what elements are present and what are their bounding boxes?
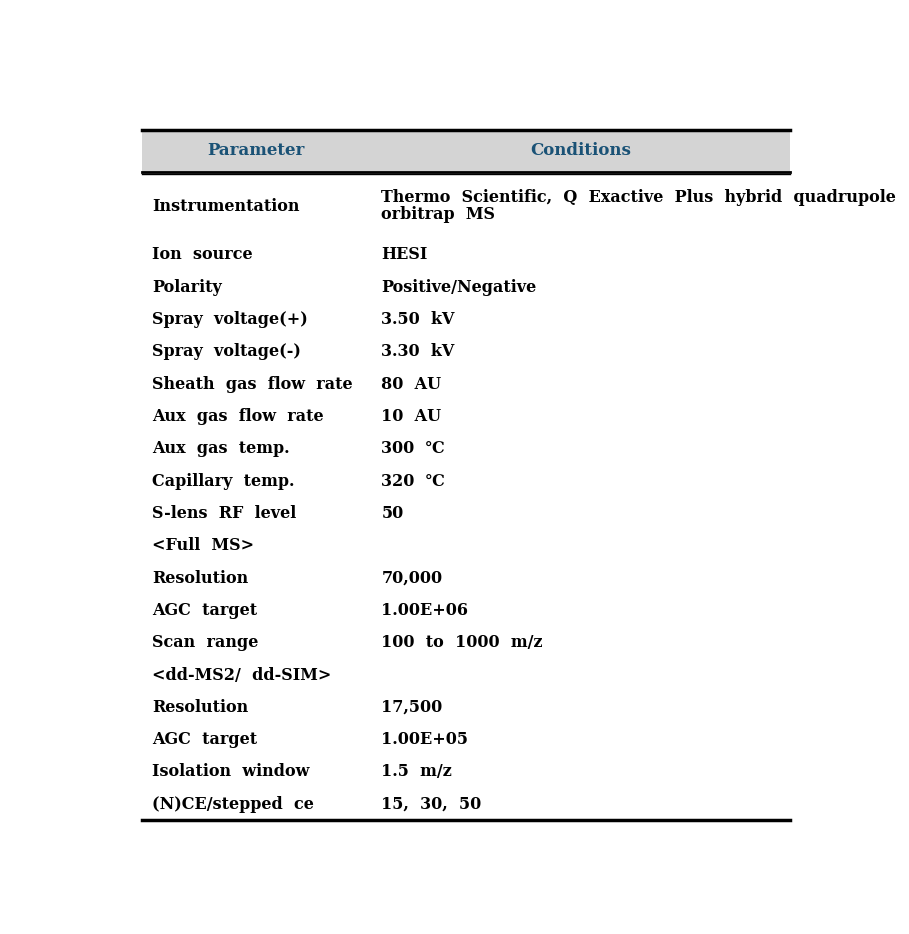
Text: AGC  target: AGC target [153, 731, 257, 748]
Text: Polarity: Polarity [153, 278, 222, 295]
Bar [142, 130, 790, 172]
Text: Spray  voltage(+): Spray voltage(+) [153, 311, 308, 328]
Text: (N)CE/stepped  ce: (N)CE/stepped ce [153, 796, 315, 813]
Text: 3.30  kV: 3.30 kV [382, 343, 454, 361]
Text: 70,000: 70,000 [382, 570, 443, 587]
Text: Conditions: Conditions [530, 142, 631, 160]
Text: Spray  voltage(-): Spray voltage(-) [153, 343, 301, 361]
Text: 10  AU: 10 AU [382, 408, 442, 425]
Text: Ion  source: Ion source [153, 247, 253, 263]
Text: 50: 50 [382, 505, 404, 522]
Text: 320  ℃: 320 ℃ [382, 473, 445, 489]
Text: 1.00E+06: 1.00E+06 [382, 601, 468, 619]
Text: Resolution: Resolution [153, 699, 249, 715]
Text: Aux  gas  flow  rate: Aux gas flow rate [153, 408, 324, 425]
Text: 100  to  1000  m/z: 100 to 1000 m/z [382, 634, 543, 651]
Text: S-lens  RF  level: S-lens RF level [153, 505, 296, 522]
Text: 1.5  m/z: 1.5 m/z [382, 763, 452, 781]
Text: 17,500: 17,500 [382, 699, 443, 715]
Text: Scan  range: Scan range [153, 634, 259, 651]
Text: <Full  MS>: <Full MS> [153, 537, 255, 554]
Text: orbitrap  MS: orbitrap MS [382, 206, 495, 223]
Text: 3.50  kV: 3.50 kV [382, 311, 454, 328]
Text: 15,  30,  50: 15, 30, 50 [382, 796, 482, 813]
Text: Resolution: Resolution [153, 570, 249, 587]
Text: Sheath  gas  flow  rate: Sheath gas flow rate [153, 375, 353, 392]
Text: 300  ℃: 300 ℃ [382, 440, 445, 458]
Text: Instrumentation: Instrumentation [153, 198, 300, 215]
Text: 80  AU: 80 AU [382, 375, 442, 392]
Text: Positive/Negative: Positive/Negative [382, 278, 536, 295]
Text: Aux  gas  temp.: Aux gas temp. [153, 440, 290, 458]
Text: Parameter: Parameter [207, 142, 305, 160]
Text: 1.00E+05: 1.00E+05 [382, 731, 468, 748]
Text: Thermo  Scientific,  Q  Exactive  Plus  hybrid  quadrupole: Thermo Scientific, Q Exactive Plus hybri… [382, 190, 896, 206]
Text: AGC  target: AGC target [153, 601, 257, 619]
Text: <dd-MS2/  dd-SIM>: <dd-MS2/ dd-SIM> [153, 667, 332, 684]
Text: Isolation  window: Isolation window [153, 763, 310, 781]
Text: HESI: HESI [382, 247, 428, 263]
Text: Capillary  temp.: Capillary temp. [153, 473, 295, 489]
